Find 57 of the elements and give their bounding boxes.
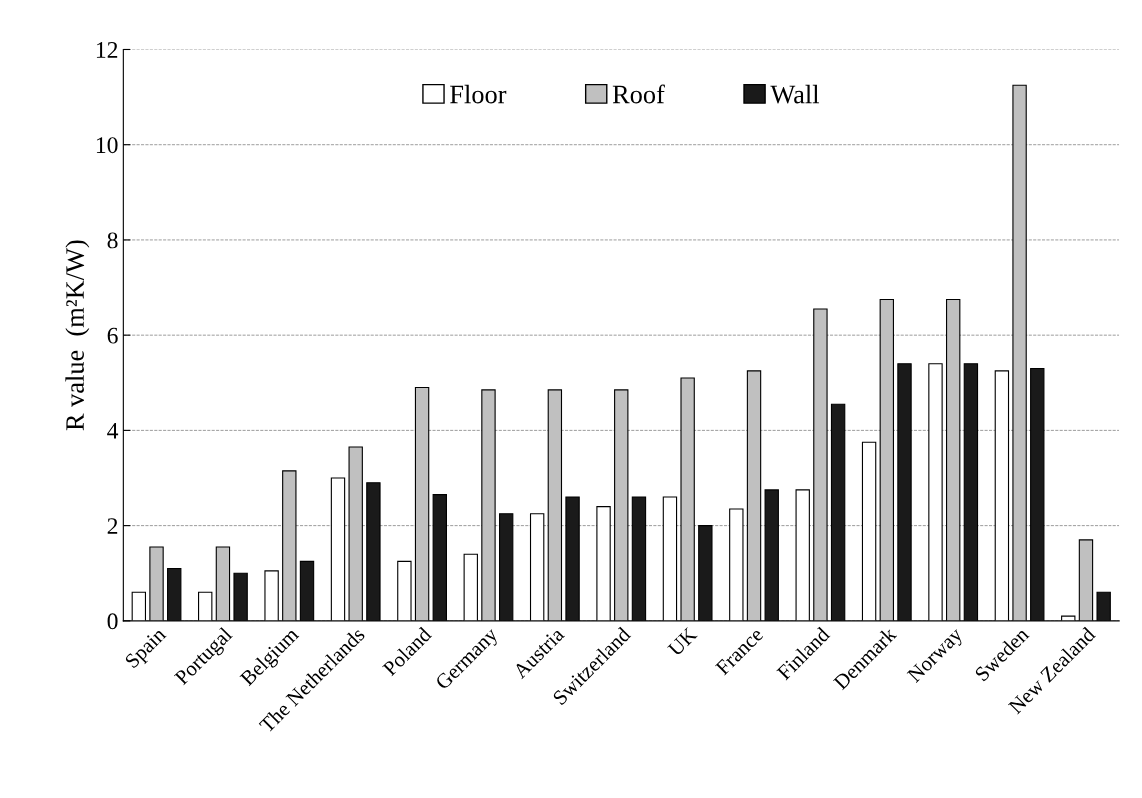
bar: [928, 363, 943, 621]
bar: [233, 572, 248, 621]
y-tick-label: 4: [107, 423, 119, 439]
bar: [994, 370, 1010, 621]
y-tick-label: 10: [96, 137, 118, 154]
bar: [481, 389, 496, 621]
y-tick-label: 6: [107, 327, 118, 344]
bar: [414, 386, 430, 621]
bar: [463, 553, 478, 621]
bar: [1096, 591, 1111, 621]
bar: [366, 482, 381, 621]
legend-label: Floor: [450, 84, 507, 104]
y-axis-title: R value (m²K/W): [65, 240, 90, 431]
bar: [596, 506, 611, 621]
bar: [547, 389, 563, 621]
bar: [264, 570, 279, 621]
bar: [614, 389, 629, 621]
x-tick-label: UK: [667, 626, 698, 658]
bar: [698, 525, 713, 621]
bar: [830, 403, 846, 621]
bar: [397, 560, 412, 621]
bar: [282, 470, 297, 621]
bar: [1078, 539, 1094, 621]
bar: [1012, 84, 1027, 621]
bar: [215, 546, 231, 621]
y-tick-label: 2: [107, 518, 118, 534]
bar: [879, 298, 894, 621]
y-tick-label: 8: [107, 232, 118, 249]
legend-label: Wall: [770, 84, 820, 104]
bar: [631, 496, 647, 621]
bar: [131, 591, 147, 621]
bar: [167, 567, 182, 621]
bar: [529, 513, 545, 621]
bar: [746, 370, 762, 621]
bar: [198, 591, 213, 621]
bar: [1061, 615, 1076, 621]
bar: [299, 560, 315, 621]
bar: [565, 496, 580, 621]
y-tick-label: 0: [107, 613, 118, 630]
bar: [432, 494, 447, 621]
y-tick-label: 12: [96, 42, 118, 58]
bar: [861, 441, 877, 621]
bar: [963, 363, 979, 621]
bar: [813, 308, 828, 621]
bar: [795, 489, 810, 621]
bar: [945, 298, 961, 621]
bar: [330, 477, 346, 621]
bar: [662, 496, 678, 621]
bar: [498, 513, 514, 621]
bar: [348, 446, 363, 621]
bar: [680, 377, 695, 621]
bar: [149, 546, 164, 621]
bar: [897, 363, 912, 621]
bar: [764, 489, 779, 621]
bar: [1030, 367, 1045, 621]
legend-label: Roof: [612, 84, 665, 104]
bar: [729, 508, 744, 621]
